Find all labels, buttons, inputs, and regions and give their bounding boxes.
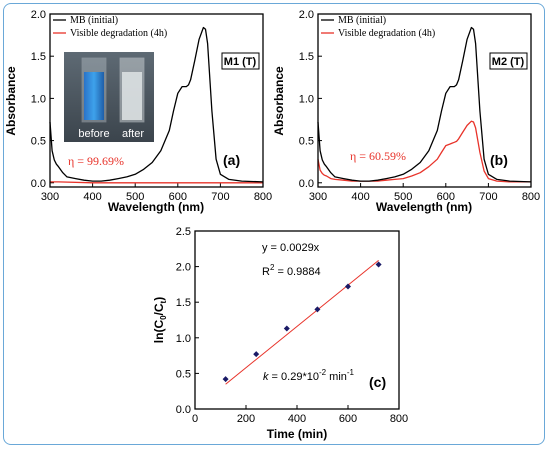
c-data-point-1 [253, 351, 260, 358]
a-xtick-label-4: 700 [211, 191, 229, 203]
y-axis-label-b: Absorbance [272, 66, 286, 136]
x-axis-label-b: Wavelength (nm) [376, 200, 472, 214]
a-ytick-label-4: 2.0 [31, 9, 46, 21]
panel-label-a: (a) [223, 152, 240, 168]
a-xtick-label-5: 800 [254, 191, 272, 203]
figure-frame [3, 3, 545, 445]
efficiency-a: η = 99.69% [68, 154, 124, 168]
c-data-point-5 [375, 261, 382, 268]
c-xtick-label-3: 600 [339, 413, 357, 425]
x-axis-label-c: Time (min) [267, 427, 327, 441]
panel-label-c: (c) [369, 374, 386, 390]
y-axis-label-a: Absorbance [4, 66, 18, 136]
c-data-point-4 [345, 283, 351, 290]
c-ytick-label-4: 2.0 [176, 262, 191, 274]
fit-equation: y = 0.0029x [262, 242, 320, 254]
a-ytick-label-1: 0.5 [31, 136, 46, 148]
panel-b-chart: 0.0 0.5 1.0 1.5 2.0 300 400 500 600 700 800 MB (i… [272, 9, 540, 214]
cuvette-photo: before after [64, 52, 154, 142]
b-xtick-label-3: 600 [437, 191, 455, 203]
c-xtick-label-2: 400 [288, 413, 306, 425]
legend-b-initial: MB (initial) [338, 15, 386, 26]
legend-b-degradation: Visible degradation (4h) [338, 28, 435, 39]
panel-b-axes [317, 13, 532, 188]
c-ytick-label-0: 0.0 [176, 404, 191, 416]
c-xtick-label-0: 0 [192, 413, 198, 425]
panel-c-chart: 0.0 0.5 1.0 1.5 2.0 2.5 0 200 400 600 800 y = 0.0… [152, 226, 408, 441]
c-data-point-2 [283, 325, 290, 332]
a-series-degradation-line [50, 181, 263, 184]
c-ytick-label-1: 0.5 [176, 368, 191, 380]
a-xtick-label-0: 300 [41, 191, 59, 203]
sample-tag-a-box [221, 52, 260, 70]
c-data-point-0 [222, 376, 229, 383]
panel-label-b: (b) [490, 152, 508, 168]
a-xtick-label-3: 600 [169, 191, 187, 203]
b-xtick-label-5: 800 [522, 191, 540, 203]
sample-tag-a: M1 (T) [224, 56, 257, 68]
photo-label-before: before [78, 128, 109, 140]
b-series-degradation-line [317, 120, 531, 183]
b-ytick-label-4: 2.0 [299, 9, 314, 21]
panel-c-axes [194, 230, 400, 410]
a-xtick-label-1: 400 [83, 191, 101, 203]
b-xtick-label-0: 300 [309, 191, 327, 203]
legend-a-initial: MB (initial) [70, 15, 118, 26]
sample-tag-b: M2 (T) [492, 56, 525, 68]
efficiency-b: η = 60.59% [350, 149, 406, 163]
legend-a-degradation: Visible degradation (4h) [70, 28, 167, 39]
rate-constant: k = 0.29*10-2 min-1 [263, 368, 355, 383]
c-xtick-label-1: 200 [237, 413, 255, 425]
b-ytick-label-3: 1.5 [299, 51, 314, 63]
a-ytick-label-3: 1.5 [31, 51, 46, 63]
c-ytick-label-3: 1.5 [176, 297, 191, 309]
b-ytick-label-0: 0.0 [299, 178, 314, 190]
c-ytick-label-2: 1.0 [176, 333, 191, 345]
a-series-initial-line [49, 26, 264, 183]
panel-a-chart: before after 0.0 0.5 1.0 1.5 2.0 300 400 500 60… [4, 9, 272, 214]
b-xtick-label-4: 700 [479, 191, 497, 203]
b-ytick-label-2: 1.0 [299, 93, 314, 105]
b-xtick-label-2: 500 [394, 191, 412, 203]
b-series-initial-line [317, 26, 532, 183]
b-ytick-label-1: 0.5 [299, 136, 314, 148]
c-xtick-label-4: 800 [390, 413, 408, 425]
panel-a-axes [49, 13, 264, 188]
c-fit-line [225, 259, 379, 385]
y-axis-label-c: ln(C0/Ct) [152, 297, 168, 343]
c-data-point-3 [314, 306, 321, 313]
a-ytick-label-2: 1.0 [31, 93, 46, 105]
sample-tag-b-box [489, 52, 528, 70]
a-ytick-label-0: 0.0 [31, 178, 46, 190]
c-ytick-label-5: 2.5 [176, 226, 191, 238]
photo-label-after: after [122, 128, 144, 140]
r-squared: R2 = 0.9884 [262, 263, 321, 278]
x-axis-label-a: Wavelength (nm) [108, 200, 204, 214]
a-xtick-label-2: 500 [126, 191, 144, 203]
b-xtick-label-1: 400 [351, 191, 369, 203]
